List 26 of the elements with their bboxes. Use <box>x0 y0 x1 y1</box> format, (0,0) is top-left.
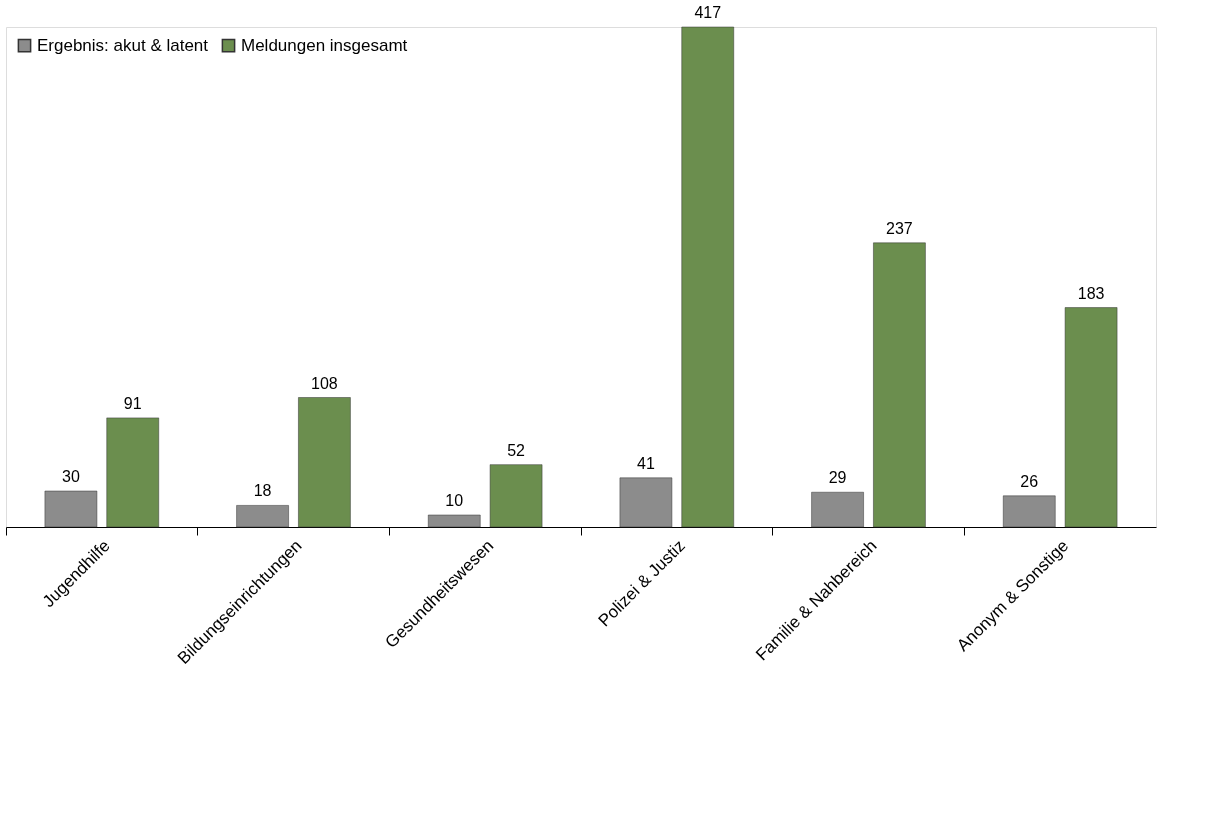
bar <box>619 477 673 528</box>
bar <box>489 464 543 528</box>
legend-label: Ergebnis: akut & latent <box>37 35 209 55</box>
bar <box>811 491 864 528</box>
bar <box>428 514 481 528</box>
data-label: 183 <box>1077 284 1105 302</box>
data-label: 52 <box>507 441 526 459</box>
data-label: 41 <box>637 454 655 472</box>
bar <box>873 242 926 528</box>
data-label: 91 <box>123 394 142 412</box>
bar <box>236 505 289 528</box>
bar <box>1064 307 1118 528</box>
data-label: 26 <box>1020 472 1039 490</box>
bar <box>298 397 351 528</box>
legend-label: Meldungen insgesamt <box>241 35 408 55</box>
bar <box>681 26 734 528</box>
bar <box>1003 495 1056 528</box>
bar <box>44 490 98 528</box>
data-label: 29 <box>828 469 847 487</box>
data-label: 108 <box>311 374 338 392</box>
data-label: 417 <box>694 4 722 21</box>
data-label: 30 <box>62 468 80 486</box>
data-label: 10 <box>445 492 464 510</box>
bar <box>106 417 159 528</box>
data-label: 237 <box>886 219 913 237</box>
data-label: 18 <box>253 482 272 500</box>
